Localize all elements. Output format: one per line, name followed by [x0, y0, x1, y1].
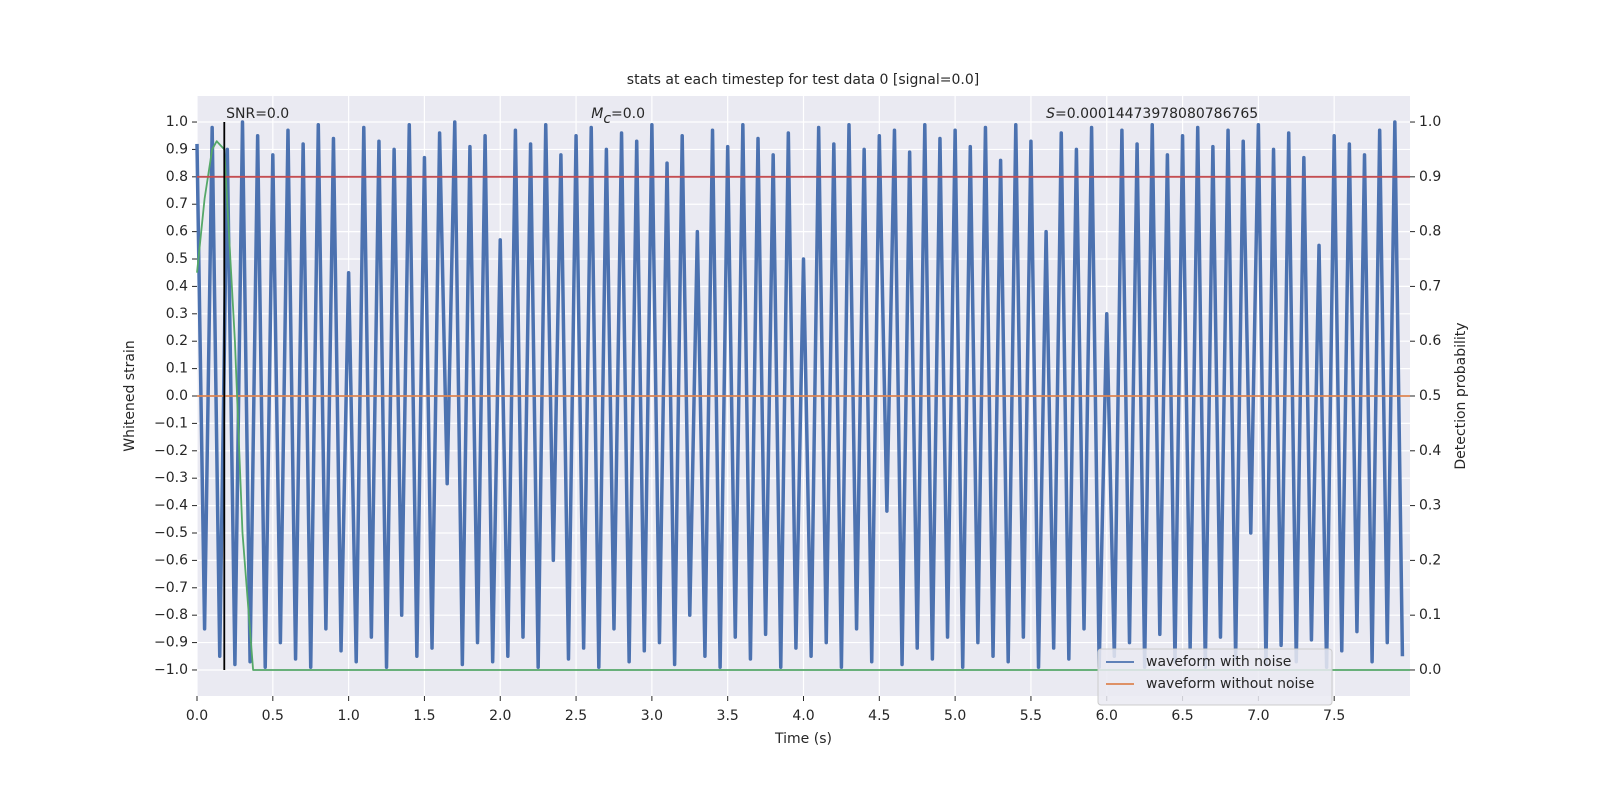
- y-tick-label: −0.2: [154, 443, 188, 459]
- y-tick-label: 0.1: [166, 361, 188, 377]
- x-tick-label: 6.0: [1096, 708, 1118, 724]
- y2-tick-label: 0.9: [1419, 169, 1441, 185]
- y2-tick-label: 0.6: [1419, 333, 1441, 349]
- y-tick-label: 0.6: [166, 224, 188, 240]
- x-tick-label: 4.5: [868, 708, 890, 724]
- y-tick-label: −0.6: [154, 552, 188, 568]
- annotation-text: =0.0: [611, 106, 645, 122]
- y2-tick-label: 0.4: [1419, 443, 1441, 459]
- y-tick-label: −0.8: [154, 607, 188, 623]
- y-tick-label: 0.5: [166, 251, 188, 267]
- x-tick-label: 5.5: [1020, 708, 1042, 724]
- legend-box: [1097, 648, 1333, 706]
- y2-tick-label: 0.1: [1419, 607, 1441, 623]
- x-tick-label: 3.0: [641, 708, 663, 724]
- x-tick-label: 2.0: [489, 708, 511, 724]
- y2-tick-label: 0.8: [1419, 224, 1441, 240]
- y-tick-label: −0.1: [154, 415, 188, 431]
- y-tick-label: −1.0: [154, 662, 188, 678]
- x-tick-label: 1.5: [413, 708, 435, 724]
- annotation: S=0.00014473978080786765: [1046, 106, 1258, 122]
- y-tick-label: 0.4: [166, 278, 188, 294]
- x-axis-label: Time (s): [774, 731, 832, 747]
- x-tick-label: 7.5: [1323, 708, 1345, 724]
- y-axis-label: Whitened strain: [122, 340, 138, 451]
- x-tick-label: 0.5: [262, 708, 284, 724]
- annotation-text: =0.00014473978080786765: [1055, 106, 1258, 122]
- y2-tick-label: 1.0: [1419, 114, 1441, 130]
- y-tick-label: −0.7: [154, 580, 188, 596]
- x-tick-label: 6.5: [1171, 708, 1193, 724]
- annotation: SNR=0.0: [226, 106, 289, 122]
- x-tick-label: 4.0: [792, 708, 814, 724]
- y-tick-label: −0.3: [154, 470, 188, 486]
- chart-title: stats at each timestep for test data 0 […: [627, 72, 979, 88]
- x-tick-label: 3.5: [717, 708, 739, 724]
- y2-tick-label: 0.0: [1419, 662, 1441, 678]
- y2-tick-label: 0.5: [1419, 388, 1441, 404]
- x-tick-label: 7.0: [1247, 708, 1269, 724]
- y-tick-label: 0.9: [166, 141, 188, 157]
- annotation-text: SNR=0.0: [226, 106, 289, 122]
- y2-tick-label: 0.2: [1419, 552, 1441, 568]
- y-tick-label: −0.5: [154, 525, 188, 541]
- y-tick-label: 0.8: [166, 169, 188, 185]
- y2-axis-label: Detection probability: [1453, 322, 1469, 469]
- x-tick-label: 0.0: [186, 708, 208, 724]
- y-tick-label: 0.7: [166, 196, 188, 212]
- series-line: [195, 120, 1405, 669]
- annotation-subscript: c: [603, 111, 611, 127]
- annotation-symbol: M: [591, 106, 603, 122]
- y2-tick-label: 0.7: [1419, 278, 1441, 294]
- y-tick-label: −0.9: [154, 635, 188, 651]
- x-tick-label: 5.0: [944, 708, 966, 724]
- y-tick-label: −0.4: [154, 498, 188, 514]
- annotation: Mc=0.0: [591, 106, 645, 127]
- y-tick-label: 0.0: [166, 388, 188, 404]
- y-tick-label: 1.0: [166, 114, 188, 130]
- annotation-symbol: S: [1046, 106, 1055, 122]
- x-tick-label: 1.0: [337, 708, 359, 724]
- legend-label: waveform with noise: [1146, 654, 1291, 670]
- y-tick-label: 0.2: [166, 333, 188, 349]
- legend-label: waveform without noise: [1146, 676, 1314, 692]
- y2-tick-label: 0.3: [1419, 498, 1441, 514]
- y-tick-label: 0.3: [166, 306, 188, 322]
- x-tick-label: 2.5: [565, 708, 587, 724]
